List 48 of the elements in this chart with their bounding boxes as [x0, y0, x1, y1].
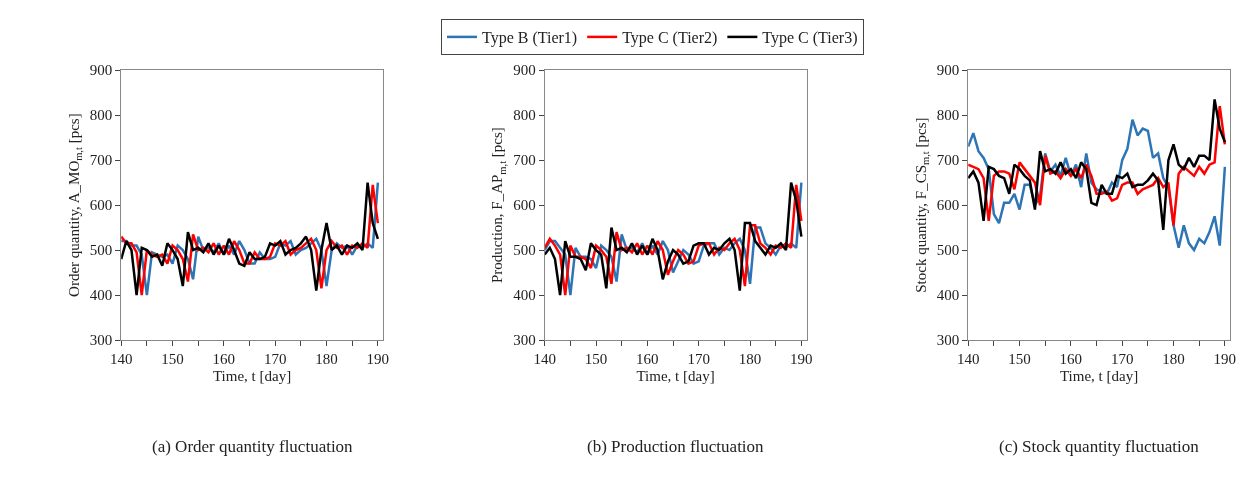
x-tick-label: 160	[636, 351, 659, 367]
y-tick-label: 800	[89, 107, 113, 124]
x-tick-label: 160	[212, 351, 236, 367]
x-tick-label: 150	[161, 351, 184, 367]
y-tick-label: 900	[89, 62, 113, 79]
y-tick-label: 300	[936, 332, 960, 349]
x-tick-label: 160	[1059, 351, 1083, 367]
y-tick-label: 300	[89, 332, 113, 349]
x-axis-title: Time, t [day]	[213, 368, 292, 384]
x-tick-label: 190	[1213, 351, 1237, 367]
legend-label: Type C (Tier3)	[762, 29, 858, 48]
x-tick-label: 170	[687, 351, 710, 367]
y-tick-label: 700	[936, 152, 960, 169]
x-tick-label: 180	[738, 351, 762, 367]
y-tick-label: 500	[513, 242, 536, 259]
x-tick-label: 150	[584, 351, 608, 367]
x-tick-label: 170	[1110, 351, 1134, 367]
y-tick-label: 900	[513, 62, 536, 79]
x-tick-label: 140	[533, 351, 556, 367]
text: (b) Production fluctuation	[587, 437, 765, 456]
legend-label: Type B (Tier1)	[482, 29, 578, 48]
y-tick-label: 500	[89, 242, 113, 259]
y-tick-label: 700	[513, 152, 536, 169]
text: (c) Stock quantity fluctuation	[999, 437, 1200, 456]
x-axis-title: Time, t [day]	[636, 368, 715, 384]
y-tick-label: 300	[513, 332, 536, 349]
y-tick-label: 600	[513, 197, 536, 214]
x-tick-label: 180	[315, 351, 338, 367]
y-tick-label: 900	[936, 62, 960, 79]
y-tick-label: 800	[513, 107, 536, 124]
x-axis-title: Time, t [day]	[1060, 368, 1139, 384]
x-tick-label: 150	[1008, 351, 1031, 367]
y-tick-label: 400	[513, 287, 536, 304]
y-tick-label: 600	[89, 197, 113, 214]
x-tick-label: 140	[109, 351, 133, 367]
y-tick-label: 400	[936, 287, 960, 304]
y-tick-label: 600	[936, 197, 960, 214]
text: (a) Order quantity fluctuation	[152, 437, 354, 456]
x-tick-label: 180	[1162, 351, 1185, 367]
x-tick-label: 140	[956, 351, 980, 367]
y-tick-label: 800	[936, 107, 960, 124]
legend-label: Type C (Tier2)	[622, 29, 718, 48]
y-tick-label: 400	[89, 287, 113, 304]
x-tick-label: 170	[263, 351, 287, 367]
y-tick-label: 500	[936, 242, 960, 259]
y-tick-label: 700	[89, 152, 113, 169]
x-tick-label: 190	[366, 351, 390, 367]
x-tick-label: 190	[790, 351, 813, 367]
